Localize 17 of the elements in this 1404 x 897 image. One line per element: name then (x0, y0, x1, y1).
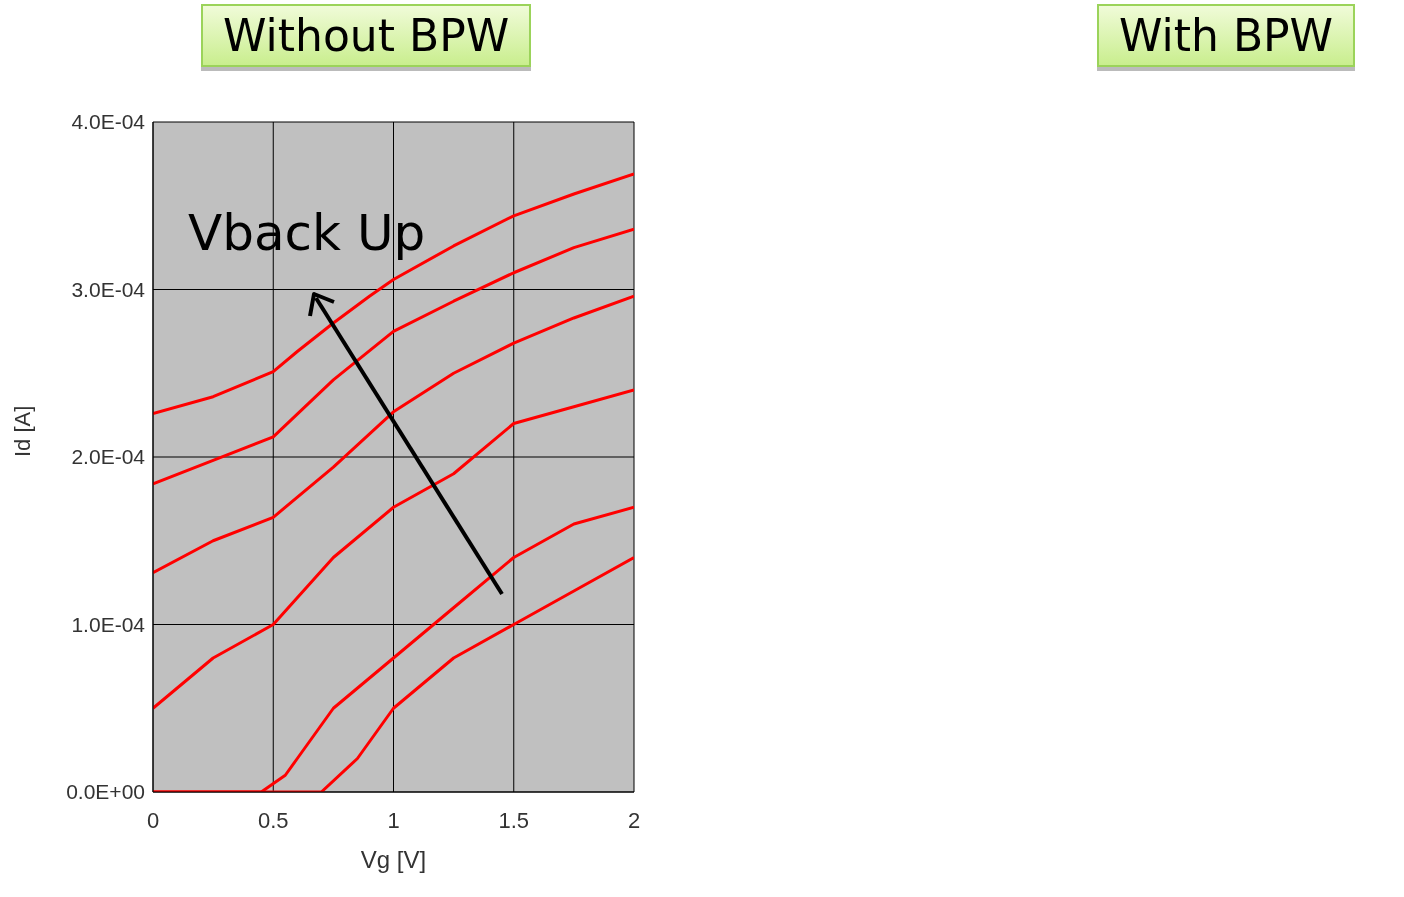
y-tick-label: 1.0E-04 (71, 612, 146, 636)
y-axis-title: Id [A] (9, 405, 35, 457)
y-tick-label: 0.0E+00 (66, 780, 145, 804)
line-series (153, 388, 634, 710)
x-tick-label: 2 (627, 807, 641, 833)
text: With BPW (1097, 4, 1356, 67)
x-tick-label: 1.5 (498, 807, 530, 833)
x-axis-title: Vg [V] (360, 846, 427, 873)
line-series (153, 294, 634, 575)
y-tick-label: 3.0E-04 (71, 277, 146, 301)
x-tick-label: 0 (146, 807, 160, 833)
y-tick-label: 2.0E-04 (71, 445, 146, 469)
x-tick-label: 1 (387, 807, 400, 833)
y-tick-label: 4.0E-04 (71, 110, 146, 134)
x-tick-label: 0.5 (257, 807, 289, 833)
chart-title: Without BPW (201, 4, 532, 67)
line-series (153, 172, 634, 415)
